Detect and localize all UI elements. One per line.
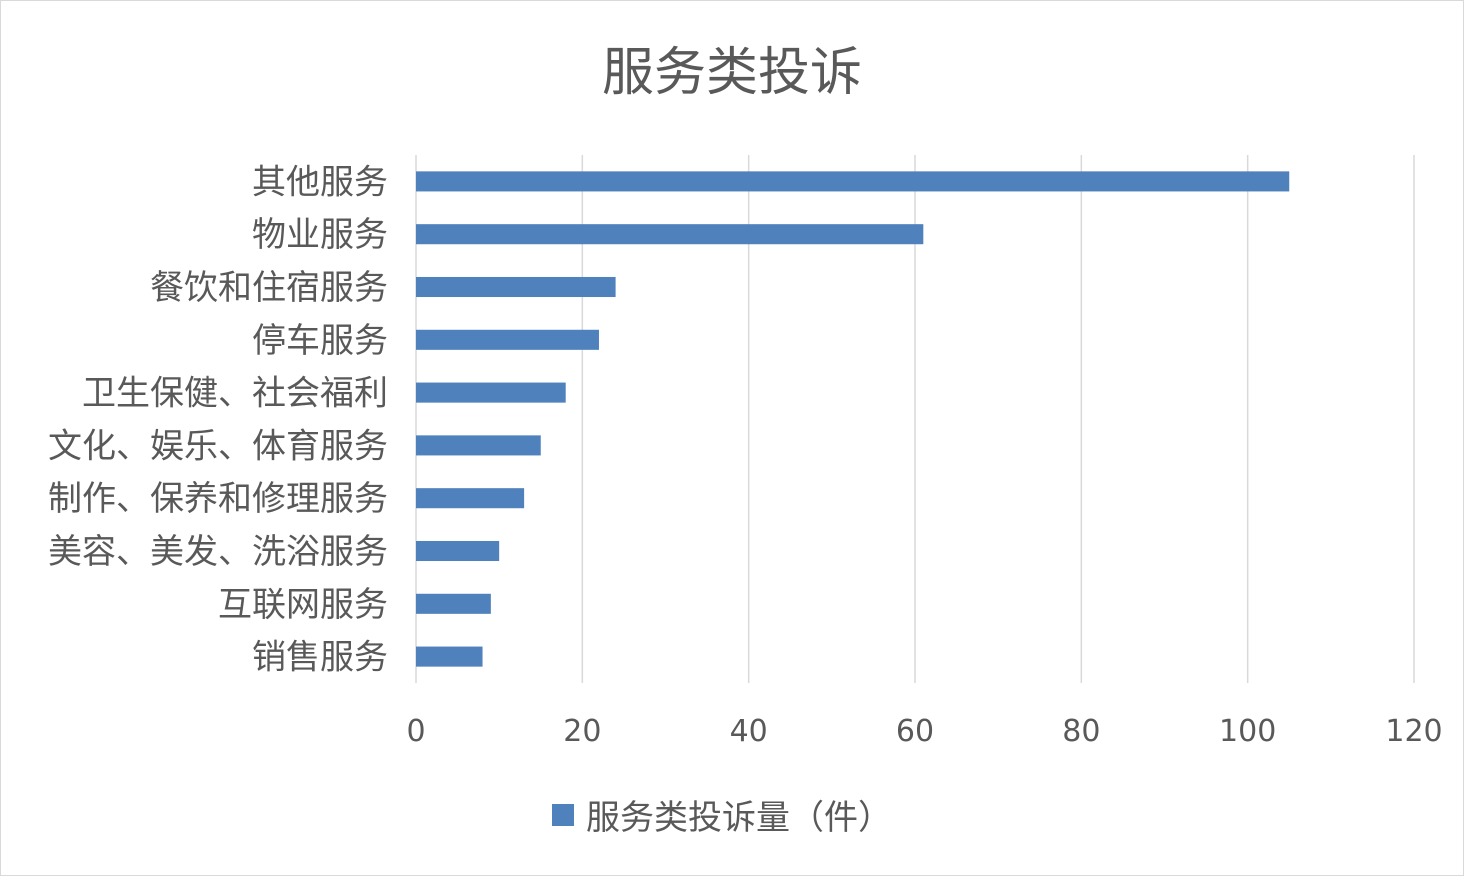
bar-2	[416, 276, 616, 298]
category-label-3: 停车服务	[252, 321, 388, 361]
x-tick-label-120: 120	[1385, 714, 1442, 749]
category-label-7: 美容、美发、洗浴服务	[48, 532, 388, 572]
bar-4	[416, 382, 566, 403]
bar-8	[416, 593, 491, 614]
category-label-2: 餐饮和住宿服务	[150, 268, 388, 308]
category-label-9: 销售服务	[252, 638, 388, 678]
legend: 服务类投诉量（件）	[552, 790, 892, 839]
bar-9	[416, 646, 483, 667]
bar-6	[416, 488, 525, 509]
x-tick-label-60: 60	[896, 714, 934, 749]
category-label-5: 文化、娱乐、体育服务	[48, 426, 388, 466]
legend-swatch	[552, 803, 574, 826]
bar-7	[416, 540, 500, 562]
chart-title: 服务类投诉	[601, 43, 862, 103]
category-label-0: 其他服务	[252, 162, 388, 202]
x-tick-label-100: 100	[1219, 714, 1276, 749]
x-tick-label-80: 80	[1062, 714, 1100, 749]
x-tick-label-40: 40	[730, 714, 768, 749]
legend-label: 服务类投诉量（件）	[586, 798, 892, 838]
bar-3	[416, 329, 599, 350]
bar-0	[416, 171, 1290, 192]
category-label-8: 互联网服务	[218, 585, 388, 625]
bar-5	[416, 435, 541, 456]
category-label-6: 制作、保养和修理服务	[48, 479, 388, 519]
x-tick-label-20: 20	[563, 714, 601, 749]
bar-1	[416, 224, 924, 245]
category-label-1: 物业服务	[252, 215, 388, 255]
x-tick-label-0: 0	[406, 714, 425, 749]
category-label-4: 卫生保健、社会福利	[82, 374, 388, 414]
